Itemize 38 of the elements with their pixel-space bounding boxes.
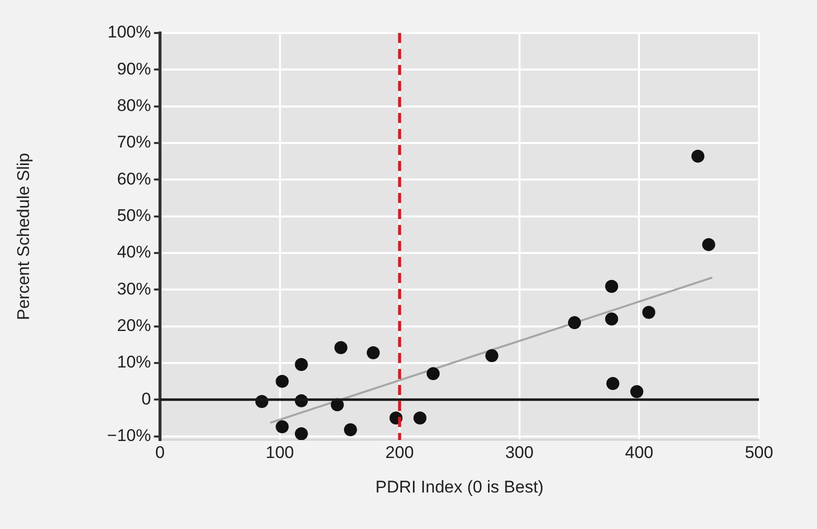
y-tick-label: 100%: [108, 22, 151, 42]
x-axis-title: PDRI Index (0 is Best): [375, 477, 544, 496]
point: [294, 358, 308, 371]
point: [276, 420, 289, 434]
point: [605, 280, 618, 293]
y-tick-label: 50%: [116, 206, 151, 226]
point: [276, 374, 289, 388]
y-tick-label: 20%: [116, 316, 151, 336]
x-tick-label: 200: [385, 442, 414, 462]
x-tick-label: 500: [744, 442, 774, 462]
y-tick-label: 60%: [116, 169, 151, 188]
point: [413, 412, 426, 424]
point: [702, 238, 716, 252]
point: [630, 385, 644, 398]
y-axis-title: Percent Schedule Slip: [14, 152, 33, 320]
point: [366, 346, 380, 360]
x-tick-label: 0: [155, 442, 165, 462]
point: [606, 377, 620, 390]
y-tick-label: 0: [142, 389, 151, 408]
x-tick-label: 300: [505, 442, 534, 462]
y-tick-label: 90%: [116, 59, 151, 78]
y-tick-label: 30%: [116, 279, 151, 298]
point: [426, 367, 440, 380]
point: [691, 150, 704, 163]
y-tick-label: 40%: [116, 242, 151, 262]
x-tick-label: 400: [625, 442, 654, 462]
y-tick-label: 70%: [116, 132, 151, 152]
y-tick-label: 80%: [116, 96, 151, 116]
point: [294, 427, 308, 440]
y-tick-label: 10%: [116, 352, 151, 372]
point: [642, 306, 656, 319]
point: [334, 341, 348, 354]
point: [344, 423, 357, 436]
point: [568, 316, 582, 330]
y-tick-label: −10%: [107, 426, 151, 446]
point: [485, 349, 498, 362]
point: [605, 312, 618, 326]
x-tick-label: 100: [266, 442, 294, 462]
